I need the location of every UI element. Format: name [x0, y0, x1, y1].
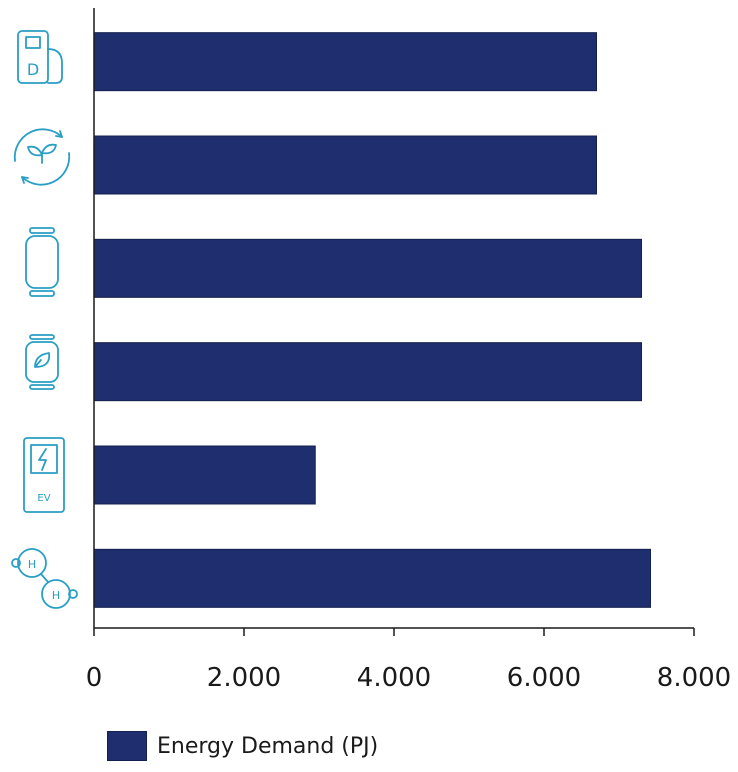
bars-group [93, 32, 651, 608]
x-tick-label: 0 [86, 663, 103, 693]
bar-biofuel-cycle [93, 135, 597, 195]
hydrogen-icon: H H [11, 548, 78, 609]
hydrogen-letter-top: H [28, 558, 36, 571]
ev-label: EV [37, 493, 50, 504]
x-axis-ticks: 0 2.000 4.000 6.000 8.000 [86, 628, 731, 693]
biogas-cylinder-icon [25, 334, 59, 390]
x-tick-label: 8.000 [657, 663, 731, 693]
diesel-letter: D [27, 60, 39, 79]
bar-hydrogen [93, 548, 651, 608]
legend-swatch [107, 731, 147, 761]
x-tick-label: 4.000 [357, 663, 431, 693]
bar-ev-charger [93, 445, 316, 505]
x-tick-label: 6.000 [507, 663, 581, 693]
diesel-fuel-icon: D [17, 30, 63, 84]
hydrogen-letter-bottom: H [52, 589, 60, 602]
legend-label: Energy Demand (PJ) [157, 733, 379, 759]
x-tick-label: 2.000 [207, 663, 281, 693]
ev-charger-icon: EV [23, 437, 65, 513]
biofuel-cycle-icon [13, 128, 71, 186]
legend: Energy Demand (PJ) [107, 730, 378, 762]
bar-biogas-cylinder [93, 342, 642, 402]
gas-cylinder-icon [25, 227, 59, 297]
bar-diesel-fuel [93, 32, 597, 92]
bar-gas-cylinder [93, 238, 642, 298]
